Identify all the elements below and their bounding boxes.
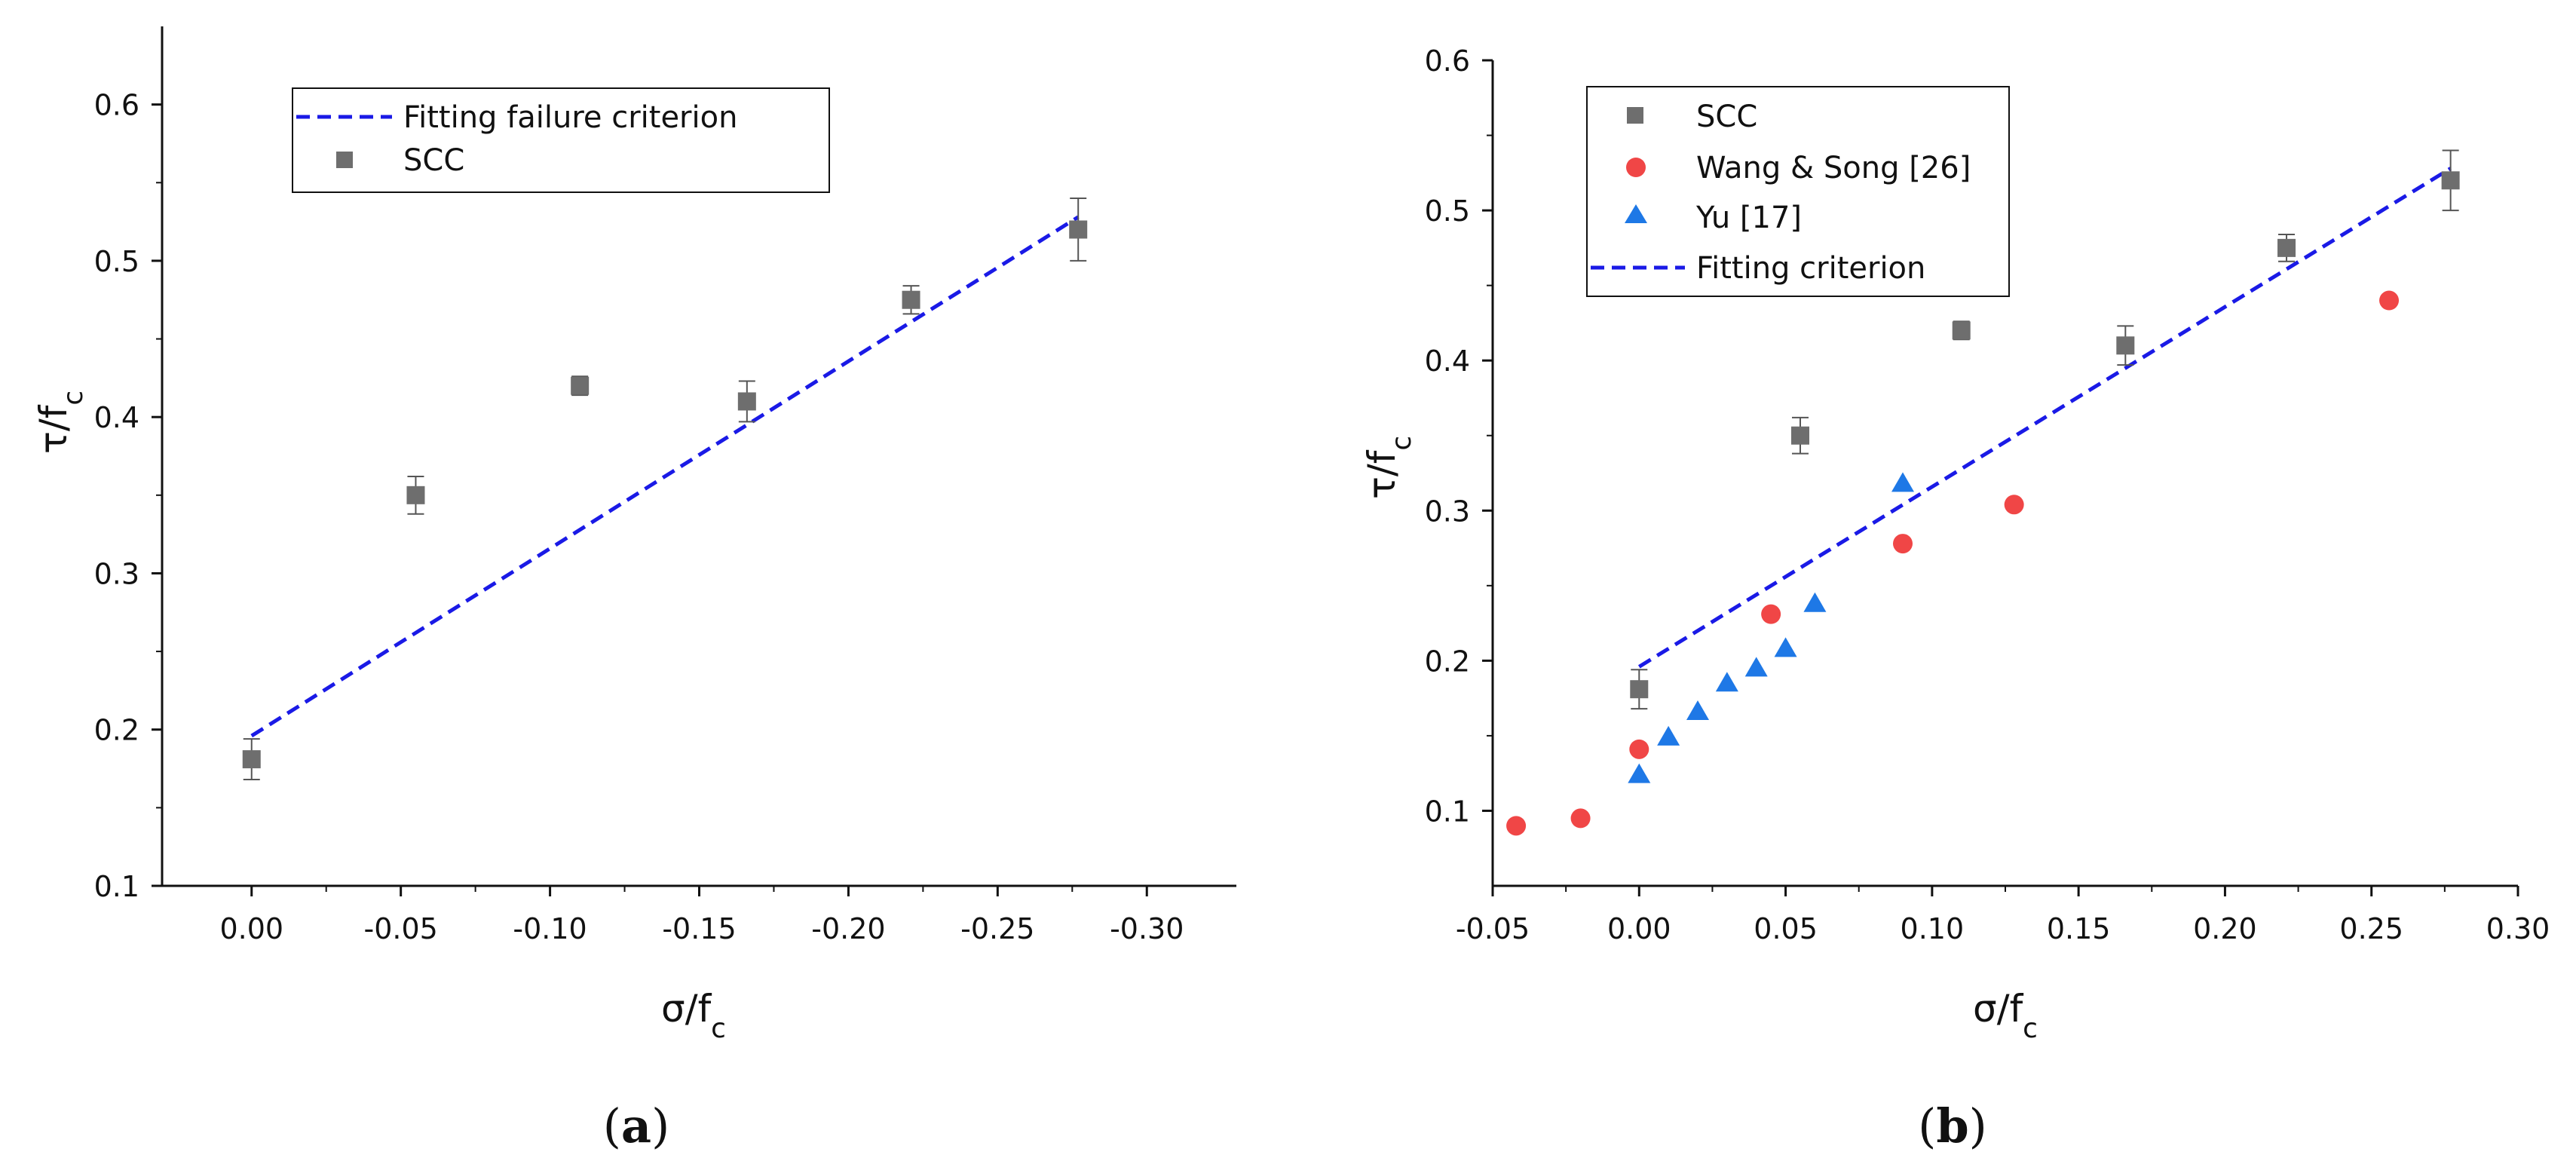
y-tick-label: 0.5 (94, 245, 139, 278)
x-tick-label: -0.05 (364, 912, 438, 945)
scc-point (2277, 238, 2296, 257)
panel-b-legend-wang-swatch (1626, 158, 1646, 177)
yu-point (1657, 725, 1680, 746)
scc-point (1069, 220, 1088, 239)
scc-point (2441, 171, 2460, 190)
x-tick-label: 0.00 (219, 912, 283, 945)
y-tick-label: 0.1 (1425, 795, 1470, 828)
panel-a-x-ticks: 0.00 -0.05 -0.10 -0.15 -0.20 -0.25 -0.30 (219, 886, 1184, 945)
wang-song-point (2004, 495, 2024, 515)
x-tick-label: 0.05 (1754, 912, 1818, 945)
x-tick-label: -0.30 (1110, 912, 1184, 945)
y-tick-label: 0.4 (94, 401, 139, 434)
x-tick-label: -0.05 (1456, 912, 1530, 945)
wang-song-point (1570, 808, 1591, 829)
panel-b-points (1506, 149, 2460, 836)
panel-b-legend-scc-swatch (1627, 107, 1643, 124)
y-tick-label: 0.6 (1425, 44, 1470, 78)
y-tick-label: 0.2 (1425, 645, 1470, 678)
scc-point (571, 376, 590, 395)
wang-song-point (1761, 604, 1781, 624)
panel-b-y-ticks: 0.1 0.2 0.3 0.4 0.5 0.6 (1425, 44, 1493, 828)
panel-a-scc-series (242, 198, 1088, 781)
x-tick-label: -0.20 (811, 912, 885, 945)
panel-a-legend: Fitting failure criterion SCC (292, 87, 830, 193)
wang-song-point (1506, 816, 1527, 836)
scc-point (406, 486, 425, 504)
y-tick-label: 0.4 (1425, 345, 1470, 378)
y-tick-label: 0.6 (94, 89, 139, 122)
panel-b-legend-label-yu: Yu [17] (1695, 201, 1802, 235)
y-tick-label: 0.5 (1425, 195, 1470, 228)
wang-song-point (1629, 739, 1649, 759)
panel-b-x-ticks: -0.05 0.00 0.05 0.10 0.15 0.20 0.25 0.30 (1456, 886, 2550, 945)
panel-b: -0.05 0.00 0.05 0.10 0.15 0.20 0.25 0.30 0.1 0.2… (1360, 44, 2550, 1153)
x-tick-label: 0.10 (1901, 912, 1965, 945)
wang-song-point (2379, 290, 2400, 311)
panel-a-y-ticks: 0.1 0.2 0.3 0.4 0.5 0.6 (94, 89, 162, 903)
panel-b-legend-yu-swatch (1625, 204, 1647, 223)
fit-line (1637, 167, 2452, 669)
panel-b-y-axis-label: τ/fc (1360, 436, 1417, 499)
panel-a-y-axis-label: τ/fc (32, 391, 89, 454)
wang-song-point (1893, 534, 1913, 554)
panel-a-legend-scc-swatch (336, 152, 353, 168)
x-tick-label: 0.30 (2486, 912, 2550, 945)
x-tick-label: -0.10 (513, 912, 587, 945)
fit-line (250, 215, 1080, 738)
scc-point (1952, 321, 1971, 340)
panel-b-fit-line (1637, 167, 2452, 669)
yu-point (1891, 472, 1914, 492)
scc-point (1630, 680, 1649, 699)
scc-point (242, 750, 261, 769)
y-tick-label: 0.3 (94, 557, 139, 590)
y-tick-label: 0.1 (94, 870, 139, 903)
yu-point (1628, 763, 1651, 783)
y-tick-label: 0.2 (94, 714, 139, 747)
panel-a: 0.00 -0.05 -0.10 -0.15 -0.20 -0.25 -0.30 0.10.… (32, 26, 1236, 1153)
scc-point (902, 290, 920, 309)
panel-a-legend-label-fit: Fitting failure criterion (403, 100, 737, 135)
scc-point (737, 392, 756, 411)
yu-point (1774, 637, 1797, 657)
panel-b-legend-label-fit: Fitting criterion (1696, 251, 1925, 286)
x-tick-label: -0.15 (662, 912, 736, 945)
yu-point (1744, 657, 1768, 677)
y-tick-label: 0.3 (1425, 495, 1470, 528)
panel-a-fit-line (250, 215, 1080, 738)
x-tick-label: 0.25 (2339, 912, 2403, 945)
panel-b-x-axis-label: σ/fc (1973, 987, 2038, 1044)
panel-b-legend: SCC Wang & Song [26] Yu [17] Fitting cri… (1586, 86, 2010, 297)
yu-point (1686, 700, 1709, 721)
panel-b-legend-box (1586, 86, 2010, 297)
scc-point (1791, 426, 1809, 445)
panel-b-legend-label-wang: Wang & Song [26] (1696, 151, 1971, 185)
x-tick-label: 0.20 (2193, 912, 2257, 945)
panel-b-legend-label-scc: SCC (1696, 100, 1757, 134)
panel-a-caption: (a) (603, 1098, 670, 1153)
scc-point (2116, 336, 2135, 355)
x-tick-label: 0.15 (2047, 912, 2111, 945)
x-tick-label: -0.25 (960, 912, 1034, 945)
x-tick-label: 0.00 (1607, 912, 1671, 945)
yu-point (1803, 592, 1827, 612)
panel-a-legend-label-scc: SCC (403, 143, 464, 178)
panel-a-legend-box (292, 87, 830, 193)
panel-b-caption: (b) (1918, 1098, 1987, 1153)
panel-a-x-axis-label: σ/fc (661, 987, 726, 1044)
yu-point (1715, 672, 1738, 692)
